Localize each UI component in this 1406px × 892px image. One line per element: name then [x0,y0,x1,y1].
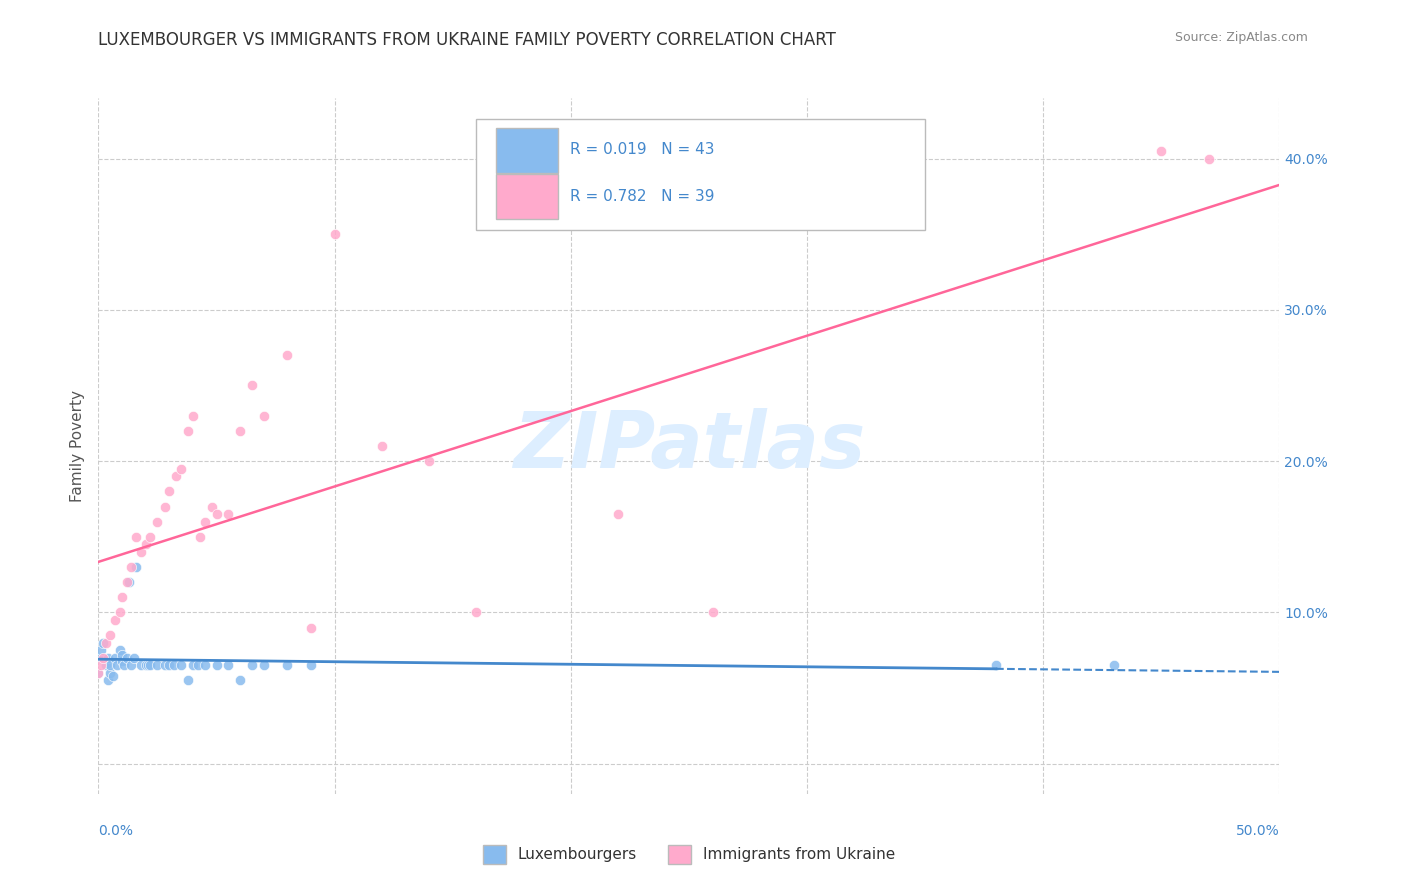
Point [205,658,228,673]
Point [125,560,148,574]
Legend: Luxembourgers, Immigrants from Ukraine: Luxembourgers, Immigrants from Ukraine [477,838,901,870]
Point [129,658,152,673]
Point [112,658,135,673]
Point [90,658,112,673]
Point [97,673,120,688]
Point [253,409,276,423]
Point [157,658,180,673]
Point [299,620,322,634]
Text: 0.0%: 0.0% [98,824,134,838]
Text: LUXEMBOURGER VS IMMIGRANTS FROM UKRAINE FAMILY POVERTY CORRELATION CHART: LUXEMBOURGER VS IMMIGRANTS FROM UKRAINE … [98,31,837,49]
Point [146,658,169,673]
Y-axis label: Family Poverty: Family Poverty [69,390,84,502]
Point [181,409,204,423]
Point [157,484,180,499]
Point [135,658,157,673]
Point [139,530,162,544]
FancyBboxPatch shape [477,119,925,230]
Point [188,530,211,544]
Point [98,665,121,680]
Point [229,424,252,438]
Point [94,635,117,649]
Point [194,658,217,673]
Text: R = 0.782   N = 39: R = 0.782 N = 39 [569,188,714,203]
Point [323,227,346,242]
Point [1150,144,1173,158]
Point [1102,658,1125,673]
Point [105,658,128,673]
Point [108,606,131,620]
Point [984,658,1007,673]
Point [170,658,193,673]
Point [91,650,114,665]
Point [181,658,204,673]
Point [253,658,276,673]
Point [111,591,134,605]
Point [104,650,127,665]
Point [177,673,200,688]
Point [240,658,263,673]
Point [217,658,239,673]
Point [98,658,121,673]
FancyBboxPatch shape [496,128,558,173]
Point [97,650,120,665]
Point [229,673,252,688]
Point [90,650,112,665]
Point [299,658,322,673]
Point [276,658,298,673]
Point [194,515,217,529]
Point [90,643,112,657]
Point [465,606,488,620]
Point [205,507,228,521]
Text: 50.0%: 50.0% [1236,824,1279,838]
Point [136,658,159,673]
Point [115,650,138,665]
Text: Source: ZipAtlas.com: Source: ZipAtlas.com [1174,31,1308,45]
Point [111,654,134,668]
Point [170,461,193,475]
Point [118,575,141,590]
Point [125,530,148,544]
Point [153,658,176,673]
Point [1198,152,1220,166]
FancyBboxPatch shape [496,174,558,219]
Text: R = 0.019   N = 43: R = 0.019 N = 43 [569,142,714,157]
Point [153,500,176,514]
Point [121,658,143,673]
Point [108,643,131,657]
Point [371,439,394,453]
Point [165,469,187,483]
Point [101,669,124,683]
Point [187,658,209,673]
Point [104,613,127,627]
Point [91,635,114,649]
Point [146,515,169,529]
Point [702,606,724,620]
Point [129,545,152,559]
Point [240,378,263,392]
Point [121,560,143,574]
Point [139,658,162,673]
Point [87,665,110,680]
Point [607,507,630,521]
Point [163,658,186,673]
Point [94,658,117,673]
Point [135,537,157,551]
Point [177,424,200,438]
Point [111,648,134,662]
Point [122,650,145,665]
Point [115,575,138,590]
Point [418,454,440,468]
Point [98,628,121,642]
Point [217,507,239,521]
Point [201,500,224,514]
Point [87,665,110,680]
Point [276,348,298,362]
Text: ZIPatlas: ZIPatlas [513,408,865,484]
